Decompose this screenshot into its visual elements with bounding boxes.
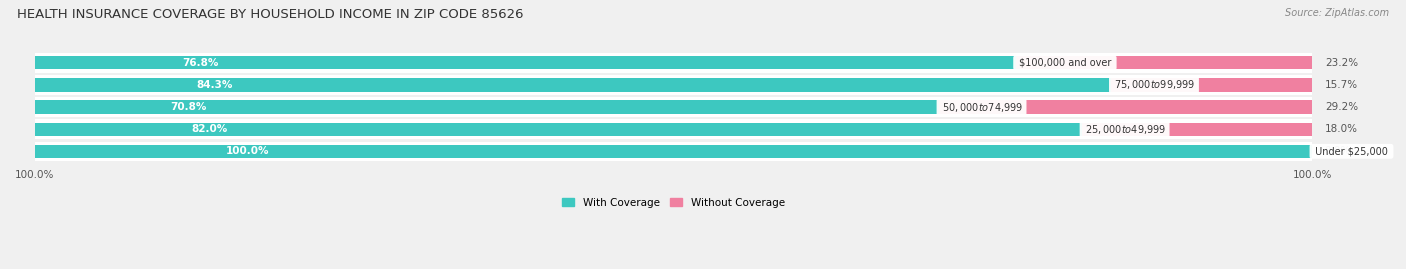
Bar	[35, 53, 1312, 73]
Bar	[35, 78, 1112, 91]
Text: Under $25,000: Under $25,000	[1312, 146, 1391, 156]
Bar	[1015, 56, 1312, 69]
Bar	[1083, 123, 1312, 136]
Text: $25,000 to $49,999: $25,000 to $49,999	[1083, 123, 1167, 136]
Text: $100,000 and over: $100,000 and over	[1015, 58, 1114, 68]
Text: 76.8%: 76.8%	[181, 58, 218, 68]
Bar	[35, 123, 1083, 136]
Text: 84.3%: 84.3%	[197, 80, 232, 90]
Text: Source: ZipAtlas.com: Source: ZipAtlas.com	[1285, 8, 1389, 18]
Text: 100.0%: 100.0%	[226, 146, 270, 156]
Text: HEALTH INSURANCE COVERAGE BY HOUSEHOLD INCOME IN ZIP CODE 85626: HEALTH INSURANCE COVERAGE BY HOUSEHOLD I…	[17, 8, 523, 21]
Text: $75,000 to $99,999: $75,000 to $99,999	[1112, 79, 1197, 91]
Bar	[939, 100, 1312, 114]
Text: 29.2%: 29.2%	[1324, 102, 1358, 112]
Bar	[35, 141, 1312, 161]
Text: 15.7%: 15.7%	[1324, 80, 1358, 90]
Bar	[35, 75, 1312, 95]
Bar	[35, 97, 1312, 117]
Legend: With Coverage, Without Coverage: With Coverage, Without Coverage	[558, 193, 789, 212]
Bar	[35, 145, 1312, 158]
Text: 82.0%: 82.0%	[191, 124, 228, 134]
Bar	[35, 56, 1015, 69]
Text: $50,000 to $74,999: $50,000 to $74,999	[939, 101, 1024, 114]
Text: 18.0%: 18.0%	[1324, 124, 1358, 134]
Text: 23.2%: 23.2%	[1324, 58, 1358, 68]
Text: 70.8%: 70.8%	[170, 102, 207, 112]
Bar	[35, 100, 939, 114]
Bar	[1112, 78, 1312, 91]
Text: 0.0%: 0.0%	[1324, 146, 1351, 156]
Bar	[35, 119, 1312, 139]
